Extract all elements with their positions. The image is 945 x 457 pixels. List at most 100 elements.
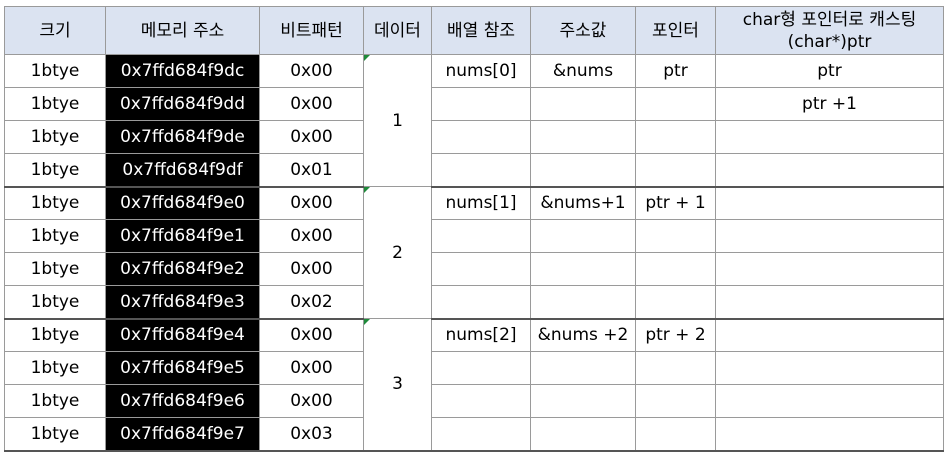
address-cell: 0x7ffd684f9de	[105, 120, 260, 154]
char-cast-cell	[715, 219, 944, 253]
array-ref-cell	[431, 351, 531, 385]
bit-pattern-cell: 0x00	[259, 252, 364, 286]
pointer-cell	[635, 153, 716, 188]
array-ref-cell	[431, 219, 531, 253]
header-addr-value: 주소값	[530, 6, 636, 55]
array-ref-cell: nums[2]	[431, 318, 531, 352]
table-row: 1btye 0x7ffd684f9e0 0x00 2 nums[1] &nums+1 ptr…	[4, 186, 944, 319]
bit-pattern-cell: 0x00	[259, 318, 364, 352]
size-cell: 1btye	[4, 384, 106, 418]
data-value-cell: 1	[363, 54, 432, 187]
data-value-cell: 3	[363, 318, 432, 452]
size-cell: 1btye	[4, 285, 106, 320]
char-cast-cell: ptr	[715, 54, 944, 88]
data-value: 3	[392, 374, 403, 395]
data-value: 2	[392, 242, 403, 263]
array-ref-cell	[431, 384, 531, 418]
table-row: 1btye 0x7ffd684f9e1 0x00	[4, 219, 944, 253]
pointer-cell: ptr + 2	[635, 318, 716, 352]
address-value-cell	[530, 120, 636, 154]
table-row: 1btye 0x7ffd684f9e4 0x00 3 nums[2] &nums +2 pt…	[4, 318, 944, 452]
table-row: 1btye 0x7ffd684f9e3 0x02	[4, 285, 944, 320]
address-value-cell	[530, 153, 636, 188]
size-cell: 1btye	[4, 54, 106, 88]
data-value-cell: 2	[363, 186, 432, 319]
pointer-cell	[635, 384, 716, 418]
size-cell: 1btye	[4, 120, 106, 154]
table-row: 1btye 0x7ffd684f9e5 0x00	[4, 351, 944, 385]
address-value-cell	[530, 87, 636, 121]
char-cast-cell	[715, 285, 944, 320]
char-cast-cell	[715, 186, 944, 220]
address-cell: 0x7ffd684f9e4	[105, 318, 260, 352]
header-char-cast-line1: char형 포인터로 캐스팅	[742, 9, 917, 30]
bit-pattern-cell: 0x00	[259, 87, 364, 121]
pointer-cell	[635, 285, 716, 320]
comment-marker-icon	[364, 187, 370, 193]
bit-pattern-cell: 0x00	[259, 54, 364, 88]
address-cell: 0x7ffd684f9dd	[105, 87, 260, 121]
table-row: 1btye 0x7ffd684f9e2 0x00	[4, 252, 944, 286]
header-pointer: 포인터	[635, 6, 716, 55]
address-cell: 0x7ffd684f9e6	[105, 384, 260, 418]
comment-marker-icon	[364, 319, 370, 325]
header-bits: 비트패턴	[259, 6, 364, 55]
pointer-cell: ptr	[635, 54, 716, 88]
bit-pattern-cell: 0x00	[259, 384, 364, 418]
char-cast-cell	[715, 384, 944, 418]
address-value-cell: &nums	[530, 54, 636, 88]
bit-pattern-cell: 0x01	[259, 153, 364, 188]
memory-layout-table: 크기 메모리 주소 비트패턴 데이터 배열 참조 주소값 포인터 char형 포…	[4, 6, 944, 452]
address-cell: 0x7ffd684f9dc	[105, 54, 260, 88]
address-value-cell	[530, 219, 636, 253]
address-value-cell	[530, 285, 636, 320]
address-cell: 0x7ffd684f9df	[105, 153, 260, 188]
pointer-cell	[635, 87, 716, 121]
address-value-cell	[530, 417, 636, 452]
address-value-cell	[530, 384, 636, 418]
address-cell: 0x7ffd684f9e0	[105, 186, 260, 220]
pointer-cell	[635, 219, 716, 253]
address-value-cell	[530, 351, 636, 385]
array-ref-cell: nums[0]	[431, 54, 531, 88]
size-cell: 1btye	[4, 153, 106, 188]
table-row: 1btye 0x7ffd684f9e7 0x03	[4, 417, 944, 452]
size-cell: 1btye	[4, 351, 106, 385]
header-row: 크기 메모리 주소 비트패턴 데이터 배열 참조 주소값 포인터 char형 포…	[4, 6, 944, 55]
table-row: 1btye 0x7ffd684f9dc 0x00 1 nums[0] &nums ptr pt…	[4, 54, 944, 187]
bit-pattern-cell: 0x03	[259, 417, 364, 452]
array-ref-cell	[431, 120, 531, 154]
table-row: 1btye 0x7ffd684f9df 0x01	[4, 153, 944, 188]
address-value-cell: &nums +2	[530, 318, 636, 352]
pointer-cell	[635, 417, 716, 452]
header-array-ref: 배열 참조	[431, 6, 531, 55]
header-char-cast-line2: (char*)ptr	[787, 31, 872, 52]
pointer-cell	[635, 120, 716, 154]
address-value-cell	[530, 252, 636, 286]
address-cell: 0x7ffd684f9e5	[105, 351, 260, 385]
table-row: 1btye 0x7ffd684f9e6 0x00	[4, 384, 944, 418]
bit-pattern-cell: 0x00	[259, 351, 364, 385]
address-cell: 0x7ffd684f9e1	[105, 219, 260, 253]
char-cast-cell: ptr +1	[715, 87, 944, 121]
char-cast-cell	[715, 252, 944, 286]
size-cell: 1btye	[4, 186, 106, 220]
char-cast-cell	[715, 417, 944, 452]
comment-marker-icon	[364, 55, 370, 61]
address-cell: 0x7ffd684f9e7	[105, 417, 260, 452]
address-value-cell: &nums+1	[530, 186, 636, 220]
size-cell: 1btye	[4, 87, 106, 121]
size-cell: 1btye	[4, 252, 106, 286]
header-char-cast: char형 포인터로 캐스팅 (char*)ptr	[715, 6, 944, 55]
address-cell: 0x7ffd684f9e2	[105, 252, 260, 286]
pointer-cell: ptr + 1	[635, 186, 716, 220]
bit-pattern-cell: 0x02	[259, 285, 364, 320]
size-cell: 1btye	[4, 417, 106, 452]
pointer-cell	[635, 351, 716, 385]
array-ref-cell	[431, 417, 531, 452]
array-ref-cell	[431, 252, 531, 286]
char-cast-cell	[715, 351, 944, 385]
header-data: 데이터	[363, 6, 432, 55]
array-ref-cell	[431, 285, 531, 320]
array-ref-cell	[431, 87, 531, 121]
